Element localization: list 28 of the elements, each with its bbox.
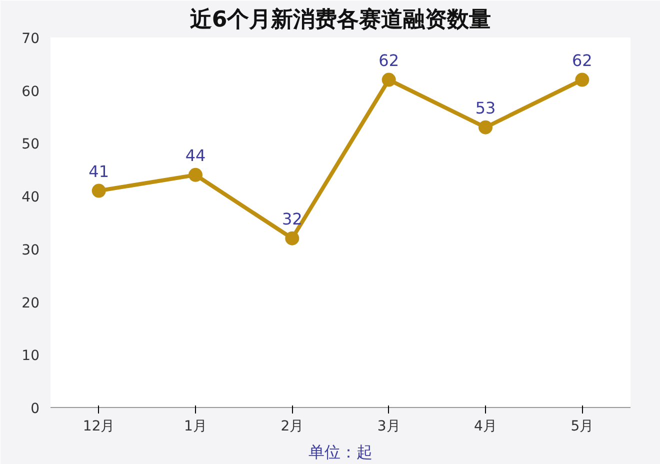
data-label: 41 bbox=[88, 162, 110, 181]
y-tick-label: 70 bbox=[22, 31, 40, 47]
y-tick-label: 30 bbox=[22, 242, 40, 258]
point bbox=[92, 184, 106, 198]
point bbox=[188, 168, 202, 182]
data-label: 32 bbox=[282, 209, 302, 228]
x-tick-label: 2月 bbox=[280, 418, 304, 434]
x-tick-label: 3月 bbox=[377, 418, 400, 434]
data-label: 53 bbox=[475, 98, 496, 118]
y-tick-label: 50 bbox=[22, 136, 40, 153]
point bbox=[382, 72, 396, 87]
point bbox=[285, 231, 300, 246]
x-tick-label: 5月 bbox=[570, 418, 594, 434]
y-tick-label: 40 bbox=[22, 190, 40, 206]
x-tick-label: 1月 bbox=[184, 418, 207, 434]
y-tick-label: 0 bbox=[30, 401, 40, 417]
data-label: 62 bbox=[378, 50, 400, 70]
data-label: 62 bbox=[572, 50, 592, 70]
point bbox=[478, 120, 492, 134]
x-axis-title: 单位：起 bbox=[308, 442, 372, 462]
y-tick-label: 20 bbox=[22, 295, 40, 312]
chart-title: 近6个月新消费各赛道融资数量 bbox=[188, 6, 492, 32]
point bbox=[575, 72, 590, 87]
x-tick-label: 12月 bbox=[82, 418, 115, 434]
data-label: 44 bbox=[185, 146, 206, 165]
y-tick-label: 60 bbox=[22, 84, 40, 100]
x-tick-label: 4月 bbox=[474, 418, 497, 434]
y-tick-label: 10 bbox=[22, 348, 40, 364]
